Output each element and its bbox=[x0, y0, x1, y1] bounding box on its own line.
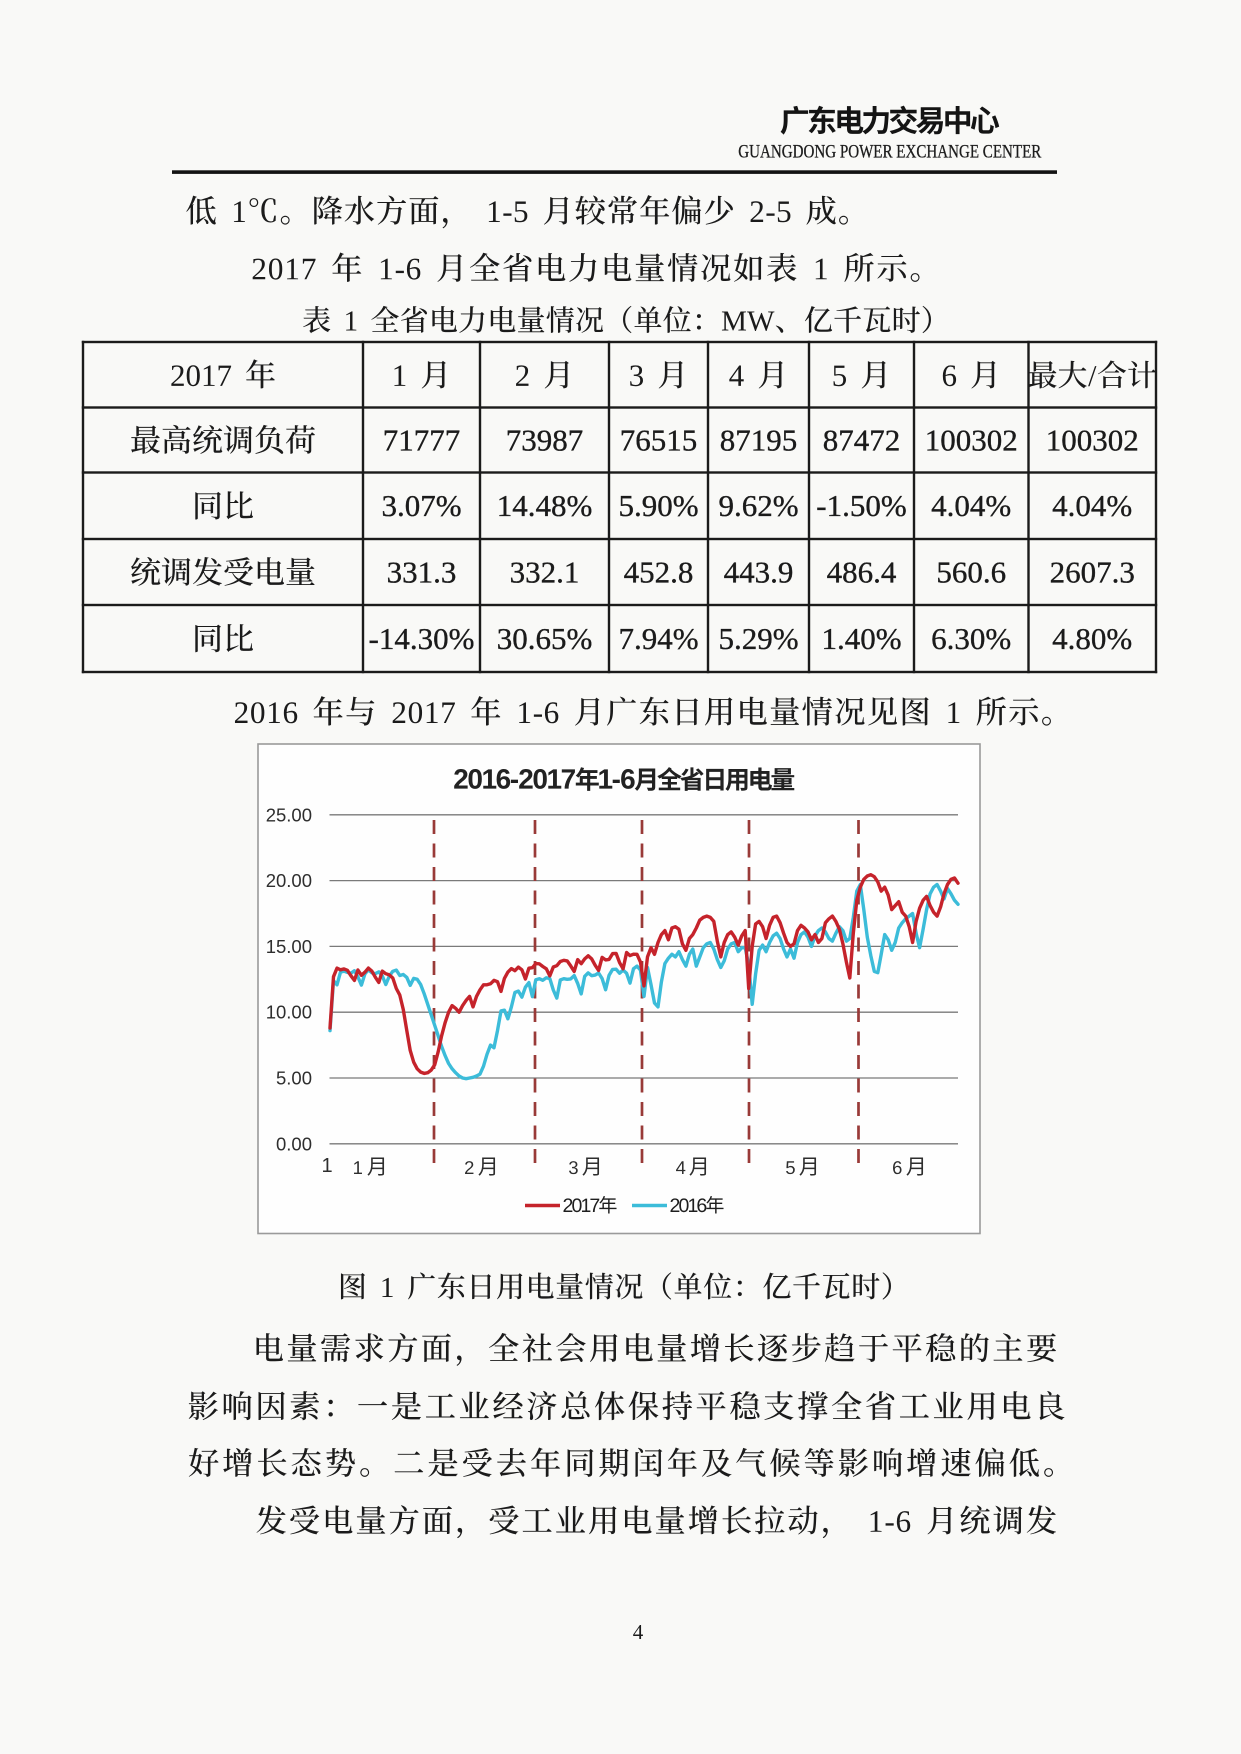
svg-text:100302: 100302 bbox=[1046, 423, 1139, 458]
svg-text:4.04%: 4.04% bbox=[1052, 488, 1132, 523]
svg-text:100302: 100302 bbox=[925, 423, 1018, 458]
svg-text:4: 4 bbox=[633, 1620, 644, 1644]
svg-text:4.04%: 4.04% bbox=[931, 488, 1011, 523]
svg-text:15.00: 15.00 bbox=[266, 936, 312, 957]
svg-text:0.00: 0.00 bbox=[276, 1133, 312, 1154]
svg-text:5.29%: 5.29% bbox=[718, 621, 798, 656]
svg-text:560.6: 560.6 bbox=[936, 555, 1006, 590]
svg-text:1: 1 bbox=[321, 1155, 332, 1177]
svg-text:331.3: 331.3 bbox=[387, 555, 457, 590]
svg-text:452.8: 452.8 bbox=[624, 555, 694, 590]
svg-text:87472: 87472 bbox=[823, 423, 901, 458]
svg-text:6.30%: 6.30% bbox=[931, 621, 1011, 656]
svg-text:4.80%: 4.80% bbox=[1052, 621, 1132, 656]
svg-text:2607.3: 2607.3 bbox=[1050, 555, 1135, 590]
svg-text:7.94%: 7.94% bbox=[618, 621, 698, 656]
svg-text:1.40%: 1.40% bbox=[821, 621, 901, 656]
svg-text:443.9: 443.9 bbox=[724, 555, 794, 590]
svg-text:GUANGDONG POWER EXCHANGE CENTE: GUANGDONG POWER EXCHANGE CENTER bbox=[738, 142, 1041, 163]
svg-text:10.00: 10.00 bbox=[266, 1002, 312, 1023]
svg-text:71777: 71777 bbox=[383, 423, 461, 458]
svg-text:332.1: 332.1 bbox=[510, 555, 580, 590]
svg-text:20.00: 20.00 bbox=[266, 870, 312, 891]
svg-text:9.62%: 9.62% bbox=[718, 488, 798, 523]
svg-text:30.65%: 30.65% bbox=[497, 621, 593, 656]
svg-text:76515: 76515 bbox=[620, 423, 698, 458]
svg-text:25.00: 25.00 bbox=[266, 804, 312, 825]
svg-text:3.07%: 3.07% bbox=[381, 488, 461, 523]
svg-text:486.4: 486.4 bbox=[827, 555, 897, 590]
svg-text:14.48%: 14.48% bbox=[497, 488, 593, 523]
svg-text:5.90%: 5.90% bbox=[618, 488, 698, 523]
svg-text:73987: 73987 bbox=[506, 423, 584, 458]
svg-text:87195: 87195 bbox=[720, 423, 798, 458]
svg-text:-1.50%: -1.50% bbox=[816, 488, 906, 523]
svg-text:-14.30%: -14.30% bbox=[369, 621, 475, 656]
svg-text:5.00: 5.00 bbox=[276, 1068, 312, 1089]
